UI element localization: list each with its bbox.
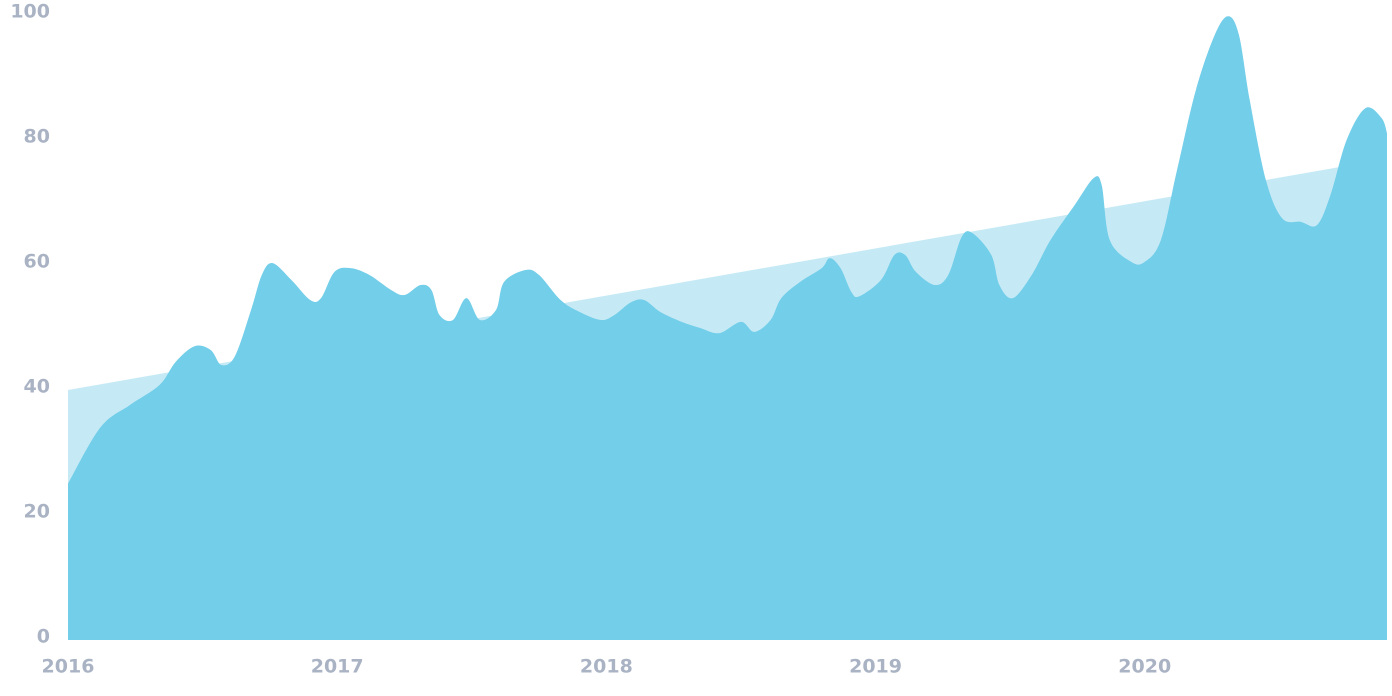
x-tick-label: 2019 (849, 656, 902, 678)
x-tick-label: 2017 (311, 656, 364, 678)
y-tick-label: 60 (24, 251, 50, 273)
x-tick-label: 2020 (1118, 656, 1171, 678)
y-tick-label: 0 (37, 626, 50, 648)
area (68, 16, 1387, 640)
y-tick-label: 20 (24, 501, 50, 523)
x-tick-label: 2018 (580, 656, 633, 678)
y-tick-label: 80 (24, 126, 50, 148)
y-tick-label: 100 (10, 1, 50, 23)
y-tick-label: 40 (24, 376, 50, 398)
x-tick-label: 2016 (42, 656, 95, 678)
